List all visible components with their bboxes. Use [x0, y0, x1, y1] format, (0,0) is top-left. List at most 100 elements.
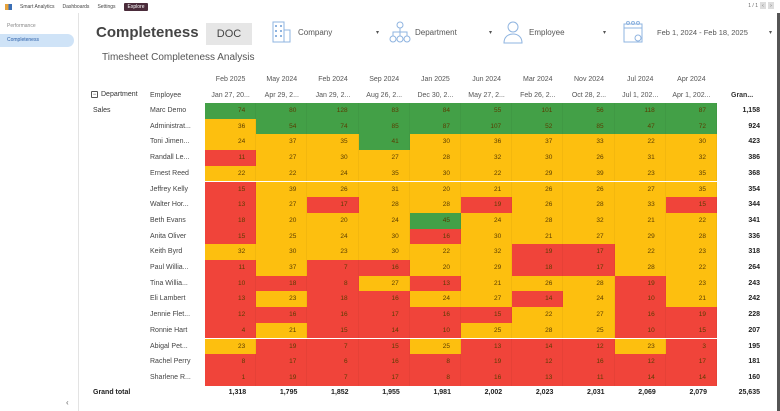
heatmap-cell[interactable]: 8 [409, 354, 461, 370]
heatmap-cell[interactable]: 30 [409, 165, 461, 182]
department-filter[interactable]: Department ▾ [389, 20, 492, 44]
heatmap-cell[interactable]: 18 [256, 275, 308, 292]
heatmap-cell[interactable]: 85 [563, 118, 615, 135]
heatmap-cell[interactable]: 36 [461, 134, 513, 151]
heatmap-cell[interactable]: 52 [512, 118, 564, 135]
heatmap-cell[interactable]: 22 [256, 165, 308, 182]
heatmap-cell[interactable]: 35 [665, 181, 717, 198]
heatmap-cell[interactable]: 11 [205, 260, 257, 276]
heatmap-cell[interactable]: 13 [409, 275, 461, 292]
heatmap-cell[interactable]: 85 [358, 118, 410, 135]
heatmap-cell[interactable]: 30 [358, 228, 410, 245]
heatmap-cell[interactable]: 16 [358, 354, 410, 370]
heatmap-cell[interactable]: 87 [665, 103, 717, 119]
heatmap-cell[interactable]: 55 [461, 103, 513, 119]
heatmap-cell[interactable]: 22 [205, 165, 257, 182]
heatmap-cell[interactable]: 8 [409, 369, 461, 386]
heatmap-cell[interactable]: 28 [563, 197, 615, 213]
heatmap-cell[interactable]: 17 [563, 244, 615, 260]
heatmap-cell[interactable]: 21 [665, 291, 717, 308]
heatmap-cell[interactable]: 20 [307, 212, 359, 229]
heatmap-cell[interactable]: 22 [614, 244, 666, 260]
heatmap-cell[interactable]: 31 [358, 181, 410, 198]
heatmap-cell[interactable]: 28 [563, 275, 615, 292]
heatmap-cell[interactable]: 19 [665, 307, 717, 323]
heatmap-cell[interactable]: 28 [409, 197, 461, 213]
heatmap-cell[interactable]: 15 [358, 338, 410, 355]
heatmap-cell[interactable]: 10 [409, 322, 461, 339]
heatmap-cell[interactable]: 54 [256, 118, 308, 135]
heatmap-cell[interactable]: 23 [256, 291, 308, 308]
heatmap-cell[interactable]: 20 [409, 181, 461, 198]
heatmap-cell[interactable]: 29 [512, 165, 564, 182]
heatmap-cell[interactable]: 15 [665, 322, 717, 339]
heatmap-cell[interactable]: 15 [461, 307, 513, 323]
heatmap-cell[interactable]: 27 [358, 150, 410, 166]
heatmap-cell[interactable]: 20 [409, 260, 461, 276]
heatmap-cell[interactable]: 23 [307, 244, 359, 260]
heatmap-cell[interactable]: 24 [205, 134, 257, 151]
heatmap-cell[interactable]: 12 [563, 338, 615, 355]
sidebar-item-completeness[interactable]: Completeness [0, 34, 74, 47]
heatmap-cell[interactable]: 33 [563, 134, 615, 151]
heatmap-cell[interactable]: 26 [563, 150, 615, 166]
heatmap-cell[interactable]: 45 [409, 212, 461, 229]
heatmap-cell[interactable]: 10 [614, 322, 666, 339]
heatmap-cell[interactable]: 19 [256, 369, 308, 386]
heatmap-cell[interactable]: 1 [205, 369, 257, 386]
heatmap-cell[interactable]: 19 [461, 197, 513, 213]
heatmap-cell[interactable]: 13 [461, 338, 513, 355]
nav-explore[interactable]: Explore [123, 2, 149, 11]
heatmap-cell[interactable]: 23 [665, 244, 717, 260]
heatmap-cell[interactable]: 25 [563, 322, 615, 339]
heatmap-cell[interactable]: 21 [512, 228, 564, 245]
heatmap-cell[interactable]: 25 [461, 322, 513, 339]
heatmap-cell[interactable]: 23 [614, 165, 666, 182]
heatmap-cell[interactable]: 12 [614, 354, 666, 370]
heatmap-cell[interactable]: 30 [409, 134, 461, 151]
heatmap-cell[interactable]: 19 [461, 354, 513, 370]
heatmap-cell[interactable]: 80 [256, 103, 308, 119]
heatmap-cell[interactable]: 22 [461, 165, 513, 182]
heatmap-cell[interactable]: 107 [461, 118, 513, 135]
heatmap-cell[interactable]: 26 [512, 275, 564, 292]
heatmap-cell[interactable]: 14 [614, 369, 666, 386]
heatmap-cell[interactable]: 24 [409, 291, 461, 308]
heatmap-cell[interactable]: 16 [256, 307, 308, 323]
heatmap-cell[interactable]: 21 [614, 212, 666, 229]
heatmap-cell[interactable]: 22 [614, 134, 666, 151]
heatmap-cell[interactable]: 22 [665, 260, 717, 276]
heatmap-cell[interactable]: 37 [512, 134, 564, 151]
heatmap-cell[interactable]: 33 [614, 197, 666, 213]
heatmap-cell[interactable]: 13 [205, 291, 257, 308]
heatmap-cell[interactable]: 13 [512, 369, 564, 386]
heatmap-cell[interactable]: 28 [512, 322, 564, 339]
heatmap-cell[interactable]: 47 [614, 118, 666, 135]
heatmap-cell[interactable]: 7 [307, 260, 359, 276]
doc-button[interactable]: DOC [206, 23, 252, 45]
heatmap-cell[interactable]: 15 [205, 228, 257, 245]
heatmap-cell[interactable]: 27 [256, 150, 308, 166]
heatmap-cell[interactable]: 16 [358, 291, 410, 308]
heatmap-cell[interactable]: 23 [665, 275, 717, 292]
heatmap-cell[interactable]: 30 [512, 150, 564, 166]
heatmap-cell[interactable]: 27 [461, 291, 513, 308]
heatmap-cell[interactable]: 10 [205, 275, 257, 292]
heatmap-cell[interactable]: 17 [307, 197, 359, 213]
sidebar-item-performance[interactable]: Performance [7, 23, 36, 29]
heatmap-cell[interactable]: 128 [307, 103, 359, 119]
heatmap-cell[interactable]: 28 [512, 212, 564, 229]
heatmap-cell[interactable]: 30 [256, 244, 308, 260]
heatmap-cell[interactable]: 37 [256, 134, 308, 151]
heatmap-cell[interactable]: 24 [358, 212, 410, 229]
heatmap-cell[interactable]: 22 [409, 244, 461, 260]
heatmap-cell[interactable]: 27 [256, 197, 308, 213]
collapse-department-icon[interactable]: − [91, 91, 98, 98]
heatmap-cell[interactable]: 7 [307, 338, 359, 355]
heatmap-cell[interactable]: 25 [256, 228, 308, 245]
heatmap-cell[interactable]: 18 [307, 291, 359, 308]
heatmap-cell[interactable]: 84 [409, 103, 461, 119]
heatmap-cell[interactable]: 8 [307, 275, 359, 292]
heatmap-cell[interactable]: 19 [512, 244, 564, 260]
scrollbar[interactable] [777, 13, 780, 411]
